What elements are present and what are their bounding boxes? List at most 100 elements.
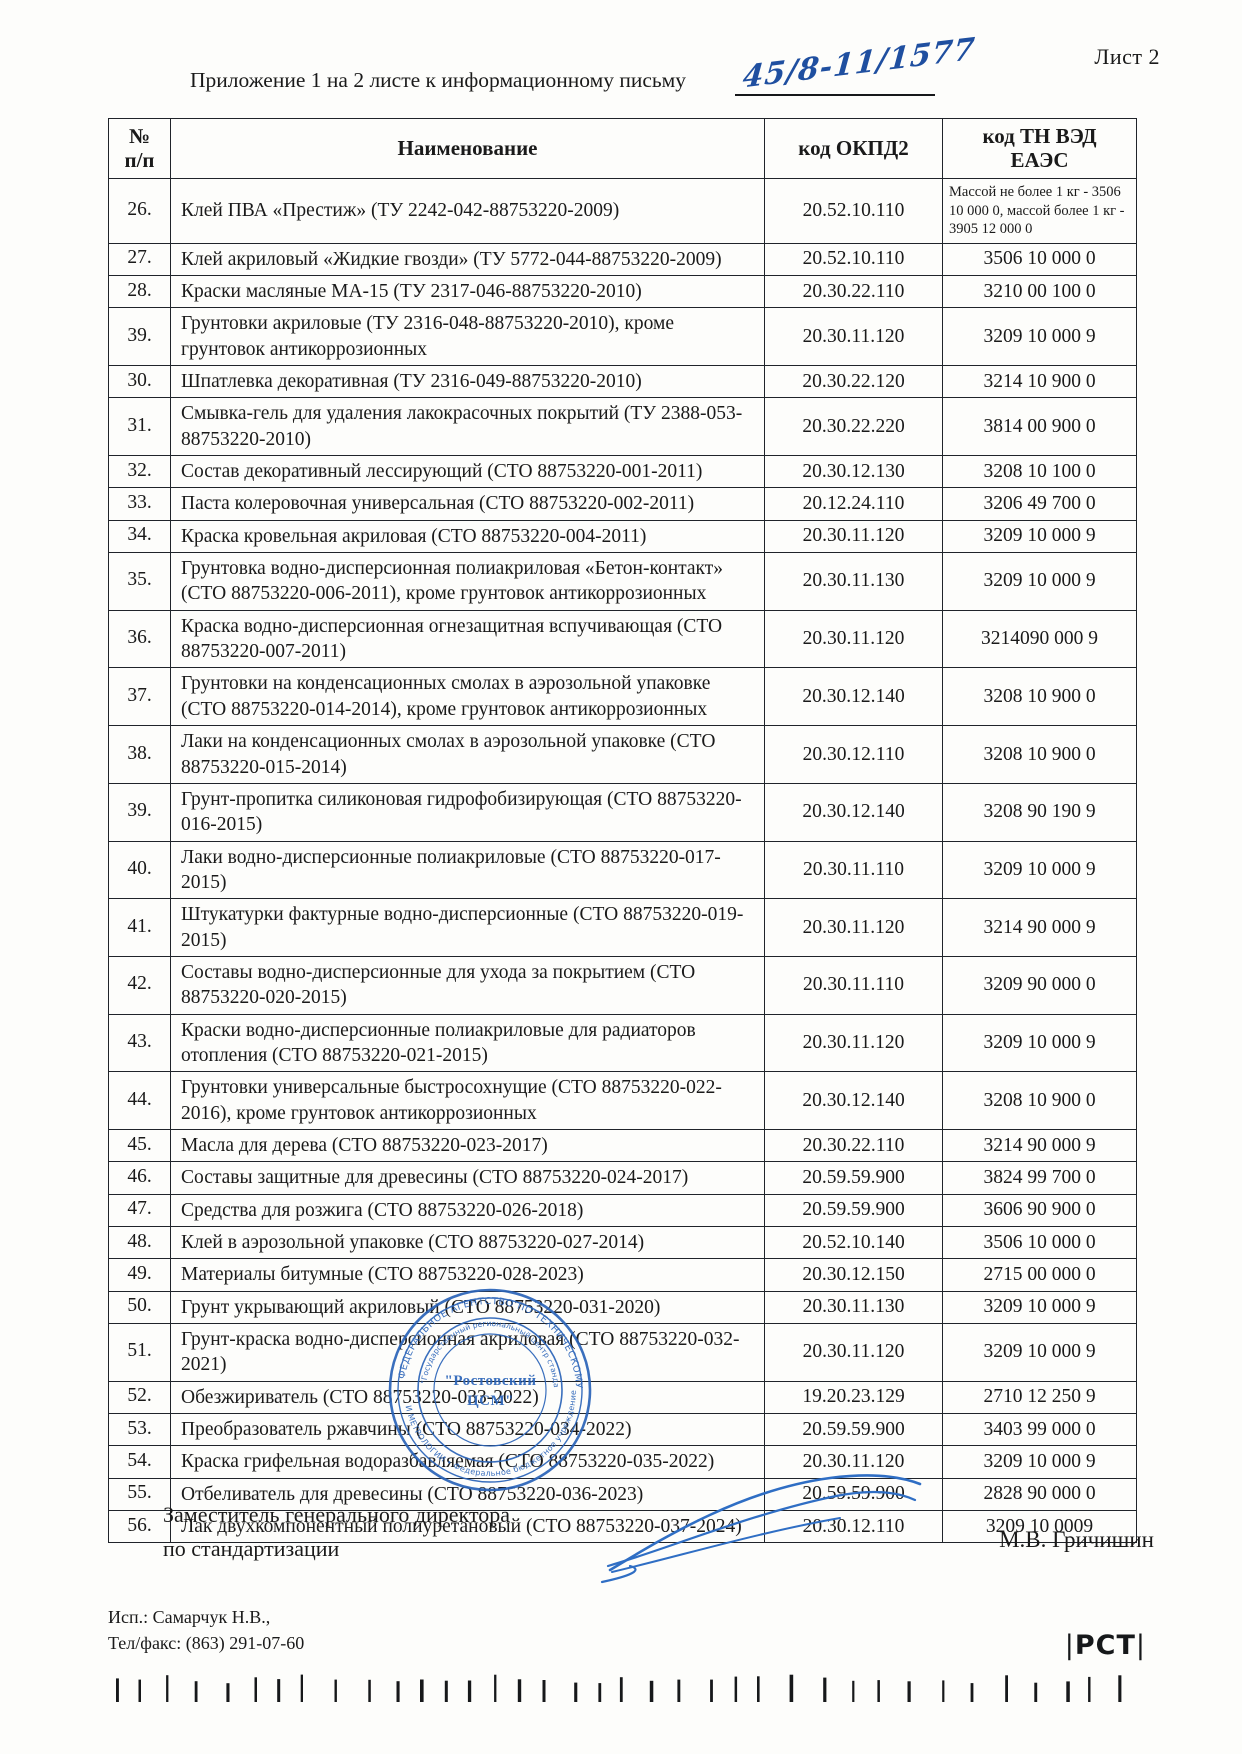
- row-number: 32.: [108, 455, 171, 489]
- table-row: 42. Составы водно-дисперсионные для ухода…: [108, 955, 1137, 1015]
- row-tnved-code: 3606 90 900 0: [942, 1193, 1137, 1228]
- table-row: 41. Штукатурки фактурные водно-дисперсион…: [108, 898, 1137, 957]
- row-number: 38.: [108, 725, 171, 784]
- row-okpd-code: 20.30.12.110: [764, 1510, 943, 1544]
- row-tnved-code: Массой не более 1 кг - 3506 10 000 0, ма…: [942, 178, 1137, 244]
- row-number: 50.: [108, 1290, 171, 1325]
- row-number: 33.: [108, 487, 171, 521]
- col-header-number-line1: №: [128, 124, 151, 148]
- row-okpd-code: 20.52.10.110: [764, 242, 943, 277]
- row-okpd-code: 20.30.22.120: [764, 365, 943, 399]
- row-number: 44.: [108, 1071, 171, 1130]
- table-row: 44. Грунтовки универсальные быстросохнущи…: [108, 1071, 1137, 1130]
- row-okpd-code: 20.30.11.120: [764, 519, 943, 554]
- row-product-name: Грунтовки на конденсационных смолах в аэ…: [170, 667, 765, 727]
- row-okpd-code: 20.59.59.900: [764, 1413, 943, 1447]
- row-product-name: Составы водно-дисперсионные для ухода за…: [170, 955, 765, 1015]
- row-tnved-code: 2828 90 000 0: [942, 1477, 1137, 1512]
- row-number: 48.: [108, 1226, 171, 1260]
- row-product-name: Грунтовки акриловые (ТУ 2316-048-8875322…: [170, 307, 765, 367]
- row-tnved-code: 3208 10 900 0: [942, 725, 1137, 784]
- col-header-number: № п/п: [108, 117, 171, 180]
- row-tnved-code: 3214 10 900 0: [942, 365, 1137, 399]
- row-okpd-code: 20.59.59.900: [764, 1477, 943, 1512]
- col-header-okpd: код ОКПД2: [764, 117, 943, 180]
- row-number: 56.: [108, 1510, 171, 1544]
- row-tnved-code: 3208 90 190 9: [942, 782, 1137, 842]
- row-okpd-code: 20.30.11.120: [764, 1013, 943, 1073]
- row-okpd-code: 20.52.10.110: [764, 178, 943, 244]
- row-product-name: Преобразователь ржавчины (СТО 88753220-0…: [170, 1413, 765, 1447]
- row-number: 42.: [108, 955, 171, 1015]
- table-header-row: № п/п Наименование код ОКПД2 код ТН ВЭД …: [108, 117, 1137, 180]
- row-tnved-code: 3214 90 000 9: [942, 898, 1137, 957]
- row-tnved-code: 3209 10 000 9: [942, 1445, 1137, 1479]
- row-number: 52.: [108, 1380, 171, 1415]
- rst-logo-text: PCT: [1074, 1630, 1136, 1661]
- row-product-name: Грунт-пропитка силиконовая гидрофобизиру…: [170, 782, 765, 842]
- row-tnved-code: 3214090 000 9: [942, 609, 1137, 669]
- row-product-name: Паста колеровочная универсальная (СТО 88…: [170, 487, 765, 521]
- table-row: 43. Краски водно-дисперсионные полиакрило…: [108, 1013, 1137, 1073]
- row-tnved-code: 3208 10 900 0: [942, 667, 1137, 727]
- table-row: 45. Масла для дерева (СТО 88753220-023-20…: [108, 1128, 1137, 1163]
- row-number: 41.: [108, 898, 171, 957]
- row-okpd-code: 20.30.12.140: [764, 782, 943, 842]
- row-tnved-code: 3209 10 000 9: [942, 1290, 1137, 1325]
- row-okpd-code: 19.20.23.129: [764, 1380, 943, 1415]
- table-row: 39. Грунт-пропитка силиконовая гидрофобиз…: [108, 782, 1137, 842]
- table-row: 54. Краска грифельная водоразбавляемая (С…: [108, 1445, 1137, 1479]
- row-number: 31.: [108, 397, 171, 457]
- rst-bar-right: |: [1135, 1630, 1146, 1661]
- row-product-name: Обезжириватель (СТО 88753220-033-2022): [170, 1380, 765, 1415]
- row-product-name: Составы защитные для древесины (СТО 8875…: [170, 1161, 765, 1195]
- row-number: 36.: [108, 609, 171, 669]
- rst-logo: |PCT|: [1065, 1630, 1146, 1661]
- signer-position: Заместитель генерального директора по ст…: [163, 1498, 510, 1566]
- handwritten-letter-number: 45/8-11/1577: [741, 31, 977, 96]
- row-okpd-code: 20.30.22.110: [764, 1128, 943, 1163]
- sheet-number: Лист 2: [1094, 44, 1160, 69]
- table-row: 35. Грунтовка водно-дисперсионная полиакр…: [108, 552, 1137, 611]
- row-okpd-code: 20.30.11.130: [764, 1290, 943, 1325]
- row-number: 43.: [108, 1013, 171, 1073]
- row-tnved-code: 3209 10 000 9: [942, 552, 1137, 611]
- row-product-name: Штукатурки фактурные водно-дисперсионные…: [170, 898, 765, 957]
- products-table: № п/п Наименование код ОКПД2 код ТН ВЭД …: [108, 117, 1137, 1544]
- signer-name: М.В. Гричишин: [999, 1527, 1154, 1552]
- table-row: 27. Клей акриловый «Жидкие гвозди» (ТУ 57…: [108, 242, 1137, 277]
- row-product-name: Грунт укрывающий акриловый (СТО 88753220…: [170, 1290, 765, 1325]
- row-number: 28.: [108, 275, 171, 309]
- row-tnved-code: 3209 10 000 9: [942, 1323, 1137, 1382]
- col-header-tnved: код ТН ВЭД ЕАЭС: [942, 117, 1137, 180]
- table-row: 40. Лаки водно-дисперсионные полиакриловы…: [108, 840, 1137, 900]
- products-table-wrapper: № п/п Наименование код ОКПД2 код ТН ВЭД …: [108, 117, 1137, 1544]
- row-tnved-code: 3403 99 000 0: [942, 1413, 1137, 1447]
- table-row: 31. Смывка-гель для удаления лакокрасочны…: [108, 397, 1137, 457]
- table-body: 26. Клей ПВА «Престиж» (ТУ 2242-042-88753…: [108, 178, 1137, 1544]
- barcode-strip: [116, 1674, 1122, 1702]
- row-product-name: Краски водно-дисперсионные полиакриловые…: [170, 1013, 765, 1073]
- row-okpd-code: 20.30.11.120: [764, 307, 943, 367]
- row-product-name: Грунтовки универсальные быстросохнущие (…: [170, 1071, 765, 1130]
- row-tnved-code: 3506 10 000 0: [942, 1226, 1137, 1260]
- row-product-name: Лаки на конденсационных смолах в аэрозол…: [170, 725, 765, 784]
- table-row: 33. Паста колеровочная универсальная (СТО…: [108, 487, 1137, 521]
- row-product-name: Краска кровельная акриловая (СТО 8875322…: [170, 519, 765, 554]
- signer-position-line1: Заместитель генерального директора: [163, 1502, 511, 1527]
- row-tnved-code: 3824 99 700 0: [942, 1161, 1137, 1195]
- row-tnved-code: 3208 10 100 0: [942, 455, 1137, 489]
- row-tnved-code: 2715 00 000 0: [942, 1258, 1137, 1292]
- row-okpd-code: 20.30.11.120: [764, 1323, 943, 1382]
- table-row: 26. Клей ПВА «Престиж» (ТУ 2242-042-88753…: [108, 178, 1137, 244]
- row-number: 34.: [108, 519, 171, 554]
- col-header-tnved-line2: ЕАЭС: [1010, 147, 1069, 172]
- row-tnved-code: 3208 10 900 0: [942, 1071, 1137, 1130]
- row-tnved-code: 3206 49 700 0: [942, 487, 1137, 521]
- table-row: 39. Грунтовки акриловые (ТУ 2316-048-8875…: [108, 307, 1137, 367]
- row-product-name: Грунт-краска водно-дисперсионная акрилов…: [170, 1323, 765, 1382]
- row-okpd-code: 20.52.10.140: [764, 1226, 943, 1260]
- row-product-name: Клей ПВА «Престиж» (ТУ 2242-042-88753220…: [170, 178, 765, 244]
- row-product-name: Клей в аэрозольной упаковке (СТО 8875322…: [170, 1226, 765, 1260]
- table-row: 38. Лаки на конденсационных смолах в аэро…: [108, 725, 1137, 784]
